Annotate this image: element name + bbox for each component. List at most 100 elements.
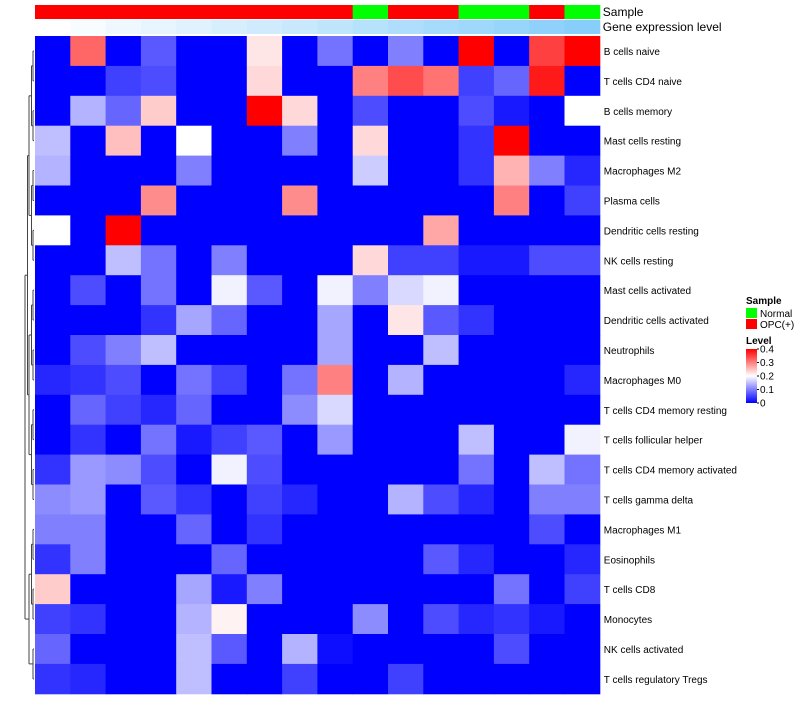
heatmap-cell (388, 394, 424, 426)
row-labels: B cells naive T cells CD4 naive B cells me… (604, 47, 737, 686)
heatmap-cell (140, 36, 177, 67)
heatmap-cell (105, 663, 142, 695)
heatmap-cell (176, 185, 212, 216)
heatmap-cell (493, 604, 530, 635)
heatmap-cell (317, 454, 354, 485)
heatmap-cell (35, 663, 71, 695)
heatmap-cell (352, 36, 389, 67)
heatmap-cell (105, 454, 142, 485)
heatmap-cell (282, 335, 318, 366)
heatmap-cell (70, 215, 107, 246)
heatmap-cell (211, 155, 248, 186)
heatmap-cell (423, 663, 460, 695)
heatmap-cell (529, 514, 565, 545)
heatmap-cell (493, 634, 530, 665)
heatmap-cell (140, 245, 177, 276)
heatmap-cell (105, 36, 142, 67)
heatmap-cell (211, 484, 248, 515)
heatmap-cell (246, 155, 283, 186)
heatmap-cell (564, 484, 601, 515)
heatmap-cell (211, 634, 248, 665)
heatmap-cell (35, 394, 71, 426)
heatmap-cell (105, 305, 142, 336)
heatmap-cell (105, 65, 142, 97)
heatmap-cell (423, 364, 460, 396)
heatmap-cell (70, 634, 107, 665)
heatmap-cell (458, 125, 495, 157)
heatmap-cell (388, 574, 424, 605)
heatmap-cell (458, 305, 495, 336)
heatmap-cell (564, 454, 601, 485)
heatmap-cell (388, 65, 424, 97)
heatmap-cell (317, 305, 354, 336)
heatmap-cell (105, 424, 142, 456)
heatmap-cell (388, 544, 424, 575)
heatmap-cell (423, 604, 460, 635)
heatmap-cell (211, 215, 248, 246)
heatmap-cell (282, 663, 318, 695)
heatmap-cell (70, 394, 107, 426)
row-label: T cells CD4 naive (604, 77, 683, 88)
heatmap-cell (246, 364, 283, 396)
heatmap-cell (564, 574, 601, 605)
heatmap-cell (529, 36, 565, 67)
heatmap-cell (352, 65, 389, 97)
heatmap-cell (70, 335, 107, 366)
gene-expression-annotation-cell (211, 20, 248, 34)
heatmap-cell (176, 95, 212, 127)
heatmap-cell (352, 394, 389, 426)
heatmap-cell (70, 424, 107, 456)
legend-level-title: Level (746, 336, 772, 347)
sample-annotation-cell (105, 5, 142, 19)
sample-annotation-cell (458, 5, 495, 19)
gene-expression-annotation-cell (176, 20, 212, 34)
heatmap-cell (423, 65, 460, 97)
heatmap-cell (458, 574, 495, 605)
heatmap-cell (211, 663, 248, 695)
heatmap-cell (317, 514, 354, 545)
heatmap-cell (352, 335, 389, 366)
heatmap-cell (282, 424, 318, 456)
heatmap-cell (35, 155, 71, 186)
heatmap-cell (70, 185, 107, 216)
heatmap-cell (317, 36, 354, 67)
heatmap-cell (140, 125, 177, 157)
heatmap-cell (282, 544, 318, 575)
sample-annotation-cell (352, 5, 389, 19)
heatmap-cell (493, 364, 530, 396)
heatmap-cell (211, 544, 248, 575)
heatmap-cell (423, 514, 460, 545)
heatmap-cell (105, 394, 142, 426)
heatmap-cell (458, 394, 495, 426)
heatmap-cell (564, 95, 601, 127)
heatmap-cell (105, 514, 142, 545)
heatmap-cell (282, 634, 318, 665)
heatmap-cell (211, 36, 248, 67)
heatmap-cell (176, 394, 212, 426)
heatmap-cell (493, 155, 530, 186)
heatmap-cell (70, 245, 107, 276)
heatmap-cell (493, 65, 530, 97)
heatmap-cell (529, 335, 565, 366)
heatmap-cell (176, 484, 212, 515)
heatmap-cell (140, 155, 177, 186)
heatmap-cell (105, 275, 142, 306)
heatmap-cell (282, 245, 318, 276)
heatmap-cell (211, 394, 248, 426)
heatmap-cell (70, 95, 107, 127)
heatmap-cell (246, 245, 283, 276)
heatmap-cell (564, 65, 601, 97)
heatmap-cell (246, 634, 283, 665)
heatmap-cell (352, 305, 389, 336)
heatmap-cell (564, 125, 601, 157)
legend-level-ticks: 0.4 0.3 0.2 0.1 0 (757, 345, 774, 410)
heatmap-cell (529, 215, 565, 246)
heatmap-cell (282, 454, 318, 485)
heatmap-cell (423, 634, 460, 665)
heatmap-cell (564, 245, 601, 276)
heatmap-cell (388, 604, 424, 635)
heatmap-cell (423, 454, 460, 485)
heatmap-cell (282, 275, 318, 306)
